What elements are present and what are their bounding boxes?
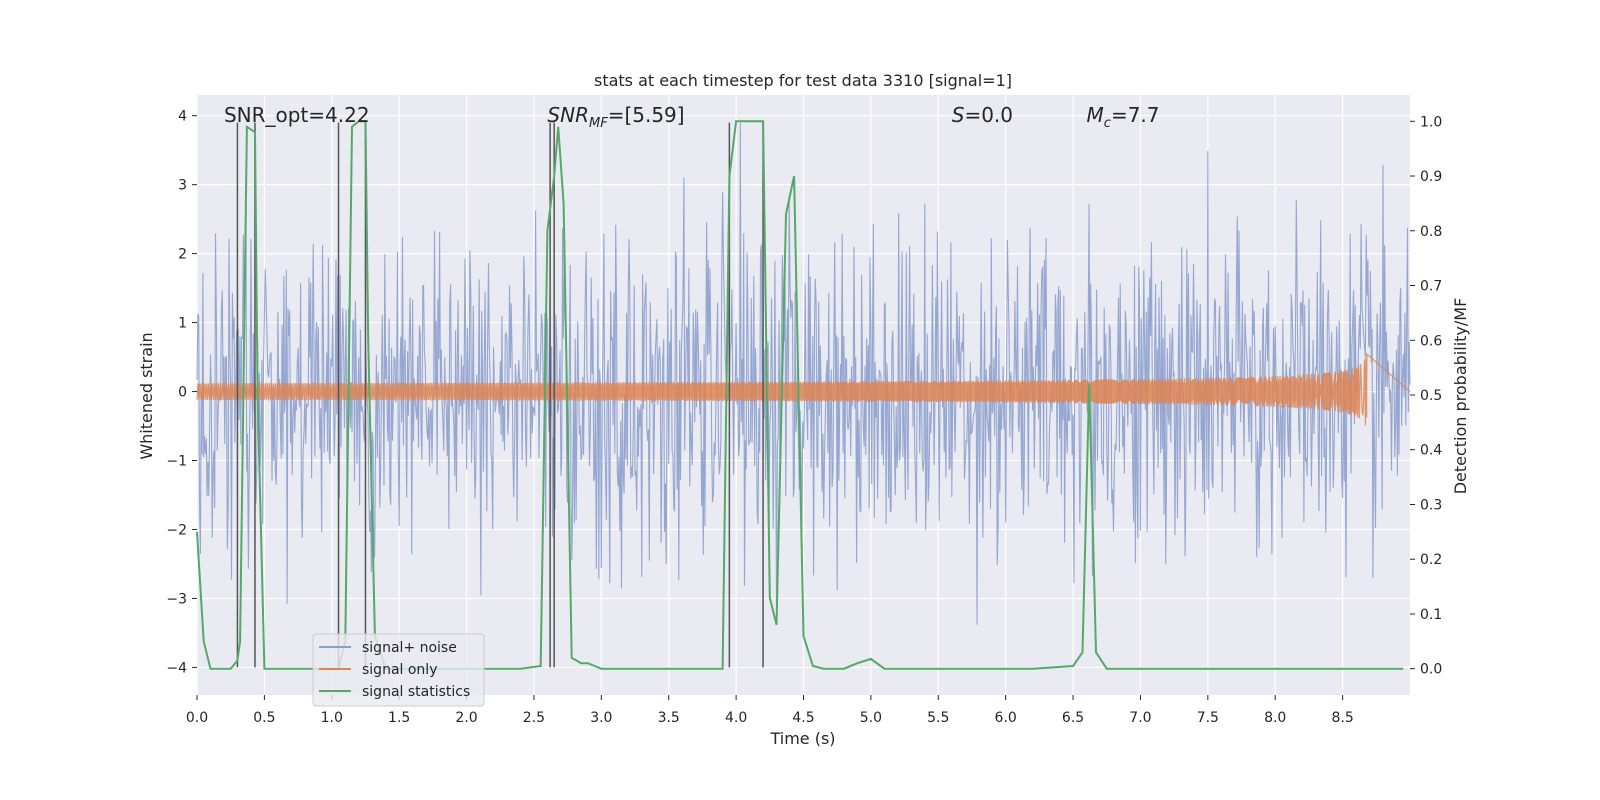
x-tick-label: 0.5 (253, 710, 275, 726)
x-tick-label: 2.5 (523, 710, 545, 726)
right-y-tick-label: 0.6 (1420, 333, 1442, 349)
x-tick-label: 5.5 (927, 710, 949, 726)
x-tick-label: 7.5 (1197, 710, 1219, 726)
right-y-tick-label: 0.2 (1420, 552, 1442, 568)
x-axis-label: Time (s) (769, 729, 835, 748)
annotation-text: SNR_opt=4.22 (224, 103, 370, 127)
y-tick-label: −4 (166, 660, 187, 676)
right-y-tick-label: 1.0 (1420, 114, 1442, 130)
signal-noise-series (196, 122, 1411, 625)
annotation-text: S=0.0 (952, 103, 1013, 127)
vertical-markers (236, 122, 764, 668)
legend-box (312, 633, 485, 707)
legend: signal+ noise signal only signal statist… (312, 633, 485, 707)
legend-label-statistics: signal statistics (362, 684, 470, 700)
right-y-tick-label: 0.1 (1420, 607, 1442, 623)
x-tick-label: 8.0 (1264, 710, 1286, 726)
y-tick-label: −3 (166, 591, 187, 607)
right-y-axis-ticks: 1.0 0.9 0.8 0.7 0.6 0.5 0.4 0.3 0.2 0.1 0.0 (1410, 114, 1442, 678)
right-y-tick-label: 0.3 (1420, 497, 1442, 513)
legend-label-noise: signal+ noise (362, 640, 457, 656)
y-tick-label: 1 (178, 316, 187, 332)
right-y-axis-label: Detection probability/MF (1451, 298, 1470, 495)
right-y-tick-label: 0.7 (1420, 279, 1442, 295)
x-tick-label: 2.0 (455, 710, 477, 726)
x-tick-label: 4.0 (725, 710, 747, 726)
y-tick-label: −2 (166, 522, 187, 538)
y-axis-ticks: 4 3 2 1 0 −1 −2 −3 −4 (166, 109, 197, 676)
x-tick-label: 6.0 (995, 710, 1017, 726)
x-tick-label: 5.0 (860, 710, 882, 726)
x-tick-label: 7.0 (1129, 710, 1151, 726)
x-tick-label: 6.5 (1062, 710, 1084, 726)
right-y-tick-label: 0.5 (1420, 388, 1442, 404)
x-tick-label: 1.5 (388, 710, 410, 726)
y-tick-label: −1 (166, 454, 187, 470)
y-tick-label: 0 (178, 385, 187, 401)
x-tick-label: 3.5 (658, 710, 680, 726)
signal-statistics-series (196, 120, 1404, 670)
x-tick-label: 0.0 (186, 710, 208, 726)
y-tick-label: 3 (178, 178, 187, 194)
annotation-text: SNRMF=[5.59] (547, 103, 684, 131)
annotations: SNR_opt=4.22 SNRMF=[5.59] S=0.0 Mc=7.7 (224, 103, 1160, 131)
y-axis-label: Whitened strain (137, 332, 156, 459)
x-tick-label: 1.0 (321, 710, 343, 726)
right-y-tick-label: 0.8 (1420, 224, 1442, 240)
x-tick-label: 8.5 (1331, 710, 1353, 726)
right-y-tick-label: 0.9 (1420, 169, 1442, 185)
x-tick-label: 3.0 (590, 710, 612, 726)
x-tick-label: 4.5 (792, 710, 814, 726)
right-y-tick-label: 0.0 (1420, 662, 1442, 678)
signal-statistics-line (196, 120, 1404, 670)
legend-label-signal: signal only (362, 662, 437, 678)
chart-title: stats at each timestep for test data 331… (594, 71, 1012, 90)
annotation-text: Mc=7.7 (1087, 103, 1160, 131)
y-tick-label: 4 (178, 109, 187, 125)
x-axis-ticks: 0.0 0.5 1.0 1.5 2.0 2.5 3.0 3.5 4.0 4.5 5.0 5.5 6.0 6… (186, 695, 1354, 726)
signal-noise-line (196, 122, 1411, 625)
y-tick-label: 2 (178, 247, 187, 263)
right-y-tick-label: 0.4 (1420, 443, 1442, 459)
